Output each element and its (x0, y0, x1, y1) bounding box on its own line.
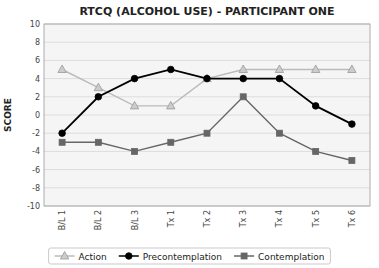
series-line (62, 70, 352, 134)
legend-marker (60, 252, 68, 260)
y-tick-label: 8 (35, 38, 40, 47)
y-tick-label: 10 (30, 20, 40, 29)
y-tick-label: 4 (35, 75, 40, 84)
grid-line (44, 60, 370, 61)
legend-label: Action (79, 252, 107, 262)
x-tick-label: Tx 5 (312, 210, 321, 228)
point (275, 65, 283, 73)
legend-label: Contemplation (258, 252, 324, 262)
title: RTCQ (ALCOHOL USE) - PARTICIPANT ONE (79, 5, 334, 18)
legend-item: Contemplation (234, 252, 324, 262)
legend-label: Precontemplation (143, 252, 222, 262)
legend: Action Precontemplation Contemplation (49, 248, 331, 264)
chart: RTCQ (ALCOHOL USE) - PARTICIPANT ONE -10 -… (0, 0, 379, 268)
point (313, 148, 319, 154)
x-tick-label: Tx 6 (348, 210, 357, 228)
point (132, 148, 138, 154)
point (312, 103, 319, 110)
point (349, 121, 356, 128)
grid-line (44, 96, 370, 97)
plot-frame (44, 24, 370, 206)
x-tick-label: B/L 3 (131, 210, 140, 230)
x-tick-label: Tx 3 (239, 210, 248, 228)
y-tick-label: 2 (35, 93, 40, 102)
point (59, 139, 65, 145)
point (203, 74, 211, 82)
x-tick-label: Tx 1 (167, 210, 176, 228)
grid-line (44, 187, 370, 188)
grid-line (44, 42, 370, 43)
point (95, 139, 101, 145)
y-tick-label: -8 (32, 184, 40, 193)
y-axis-label: SCORE (3, 98, 13, 132)
series-line (62, 97, 352, 161)
point (240, 94, 246, 100)
y-tick-label: 6 (35, 56, 40, 65)
point (167, 101, 175, 109)
legend-box (49, 248, 331, 264)
y-tick-label: -10 (27, 202, 40, 211)
point (276, 75, 283, 82)
point (204, 75, 211, 82)
plot-background (44, 24, 370, 206)
point (130, 101, 138, 109)
point (311, 65, 319, 73)
grid-line (44, 115, 370, 116)
x-tick-label: Tx 2 (203, 210, 212, 228)
point (168, 139, 174, 145)
y-tick-label: -2 (32, 129, 40, 138)
point (239, 65, 247, 73)
point (131, 75, 138, 82)
legend-item: Action (55, 252, 107, 262)
point (349, 158, 355, 164)
legend-marker (241, 253, 247, 259)
plot-area (58, 65, 356, 164)
legend-marker (126, 253, 133, 260)
y-tick-label: -4 (32, 147, 40, 156)
grid-line (44, 169, 370, 170)
point (59, 130, 66, 137)
x-tick-label: B/L 1 (58, 210, 67, 230)
x-tick-label: Tx 4 (275, 210, 284, 228)
point (167, 66, 174, 73)
point (94, 83, 102, 91)
point (240, 75, 247, 82)
x-tick-label: B/L 2 (94, 210, 103, 230)
point (58, 65, 66, 73)
grid-line (44, 151, 370, 152)
point (276, 130, 282, 136)
point (204, 130, 210, 136)
y-tick-label: 0 (35, 111, 40, 120)
point (95, 94, 102, 101)
y-tick-label: -6 (32, 166, 40, 175)
legend-item: Precontemplation (119, 252, 222, 262)
point (348, 65, 356, 73)
